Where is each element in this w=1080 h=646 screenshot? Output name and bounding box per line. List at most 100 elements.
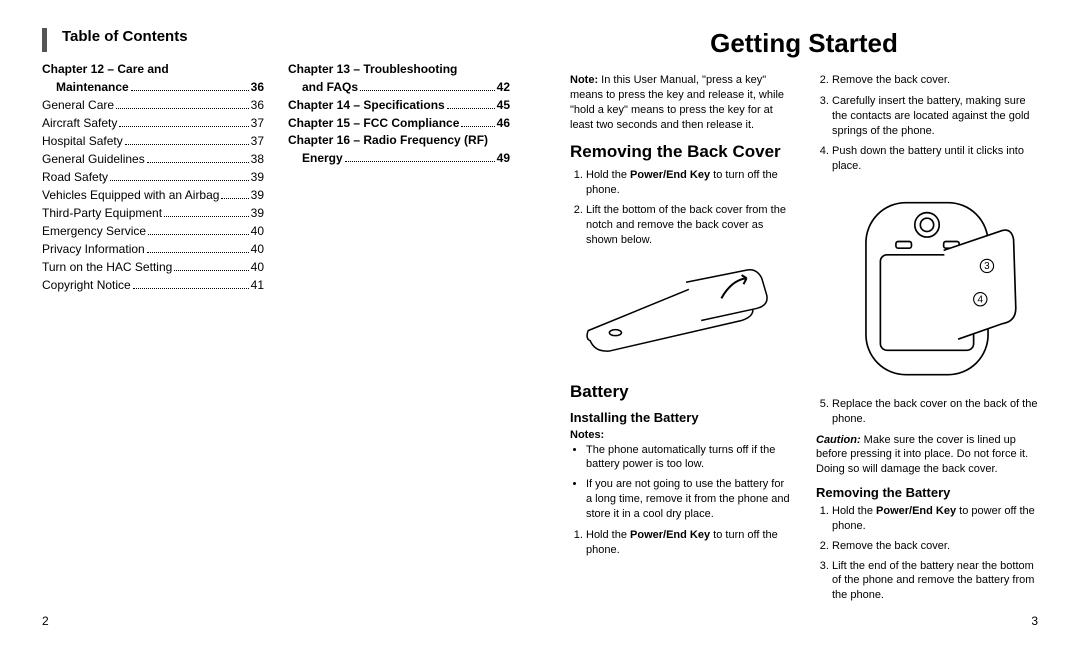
remove-battery-steps: Hold the Power/End Key to power off the …	[816, 504, 1038, 603]
toc-page: 36	[251, 96, 264, 114]
list-item: Hold the Power/End Key to power off the …	[832, 504, 1038, 534]
toc-page: 45	[497, 96, 510, 114]
removing-back-cover-heading: Removing the Back Cover	[570, 142, 792, 162]
toc-entry: Road Safety39	[42, 168, 264, 186]
caution-label: Caution:	[816, 434, 861, 446]
page-number-right: 3	[1031, 614, 1038, 628]
toc-label: Privacy Information	[42, 240, 145, 258]
install-step-5: Replace the back cover on the back of th…	[816, 397, 1038, 427]
toc-entry: Third-Party Equipment 39	[42, 204, 264, 222]
toc-page: 37	[251, 132, 264, 150]
list-item: Carefully insert the battery, making sur…	[832, 94, 1038, 139]
install-steps-col1: Hold the Power/End Key to turn off the p…	[570, 528, 792, 558]
toc-label: Hospital Safety	[42, 132, 123, 150]
toc-chapter-head: Chapter 16 – Radio Frequency (RF)	[288, 132, 510, 149]
svg-text:4: 4	[978, 295, 984, 306]
toc-entry: Turn on the HAC Setting 40	[42, 258, 264, 276]
note-paragraph: Note: In this User Manual, "press a key"…	[570, 73, 792, 132]
toc-entry: Energy 49	[288, 149, 510, 167]
toc-accent-bar	[42, 28, 47, 52]
toc-dots	[133, 288, 249, 289]
toc-chapter-12-line2: Maintenance 36	[42, 78, 264, 96]
toc-label: Emergency Service	[42, 222, 146, 240]
toc-entry: Chapter 15 – FCC Compliance 46	[288, 114, 510, 132]
toc-label: Energy	[302, 149, 343, 167]
toc-dots	[147, 162, 249, 163]
toc-page: 49	[497, 149, 510, 167]
list-item: Remove the back cover.	[832, 73, 1038, 88]
list-item: Lift the end of the battery near the bot…	[832, 559, 1038, 604]
toc-label: Road Safety	[42, 168, 108, 186]
page3-columns: Note: In this User Manual, "press a key"…	[570, 73, 1038, 609]
toc-entry: Copyright Notice 41	[42, 276, 264, 294]
toc-page: 46	[497, 114, 510, 132]
toc-page: 39	[251, 186, 264, 204]
toc-label: Chapter 14 – Specifications	[288, 96, 445, 114]
toc-dots	[164, 216, 249, 217]
svg-text:3: 3	[984, 261, 990, 272]
list-item: The phone automatically turns off if the…	[586, 443, 792, 473]
toc-entry: and FAQs 42	[288, 78, 510, 96]
toc-entry: Vehicles Equipped with an Airbag39	[42, 186, 264, 204]
toc-page: 39	[251, 204, 264, 222]
battery-install-illustration: 3 4	[816, 186, 1038, 386]
toc-page: 40	[251, 222, 264, 240]
list-item: Push down the battery until it clicks in…	[832, 144, 1038, 174]
toc-label: General Care	[42, 96, 114, 114]
toc-entry: Privacy Information 40	[42, 240, 264, 258]
toc-page: 36	[251, 78, 264, 96]
page3-col-2: Remove the back cover. Carefully insert …	[816, 73, 1038, 609]
toc-label: Aircraft Safety	[42, 114, 117, 132]
page-2: Table of Contents Chapter 12 – Care and …	[0, 0, 540, 646]
toc-label: Third-Party Equipment	[42, 204, 162, 222]
list-item: If you are not going to use the battery …	[586, 477, 792, 522]
toc-entry: General Care 36	[42, 96, 264, 114]
list-item: Remove the back cover.	[832, 539, 1038, 554]
install-notes-list: The phone automatically turns off if the…	[570, 443, 792, 522]
list-item: Hold the Power/End Key to turn off the p…	[586, 528, 792, 558]
toc-dots	[461, 126, 494, 127]
list-item: Replace the back cover on the back of th…	[832, 397, 1038, 427]
toc-label: Chapter 15 – FCC Compliance	[288, 114, 459, 132]
toc-dots	[174, 270, 248, 271]
toc-chapter-12-line1: Chapter 12 – Care and	[42, 61, 264, 78]
toc-page: 42	[497, 78, 510, 96]
notes-label: Notes:	[570, 429, 792, 441]
toc-col-1: Chapter 12 – Care and Maintenance 36 Gen…	[42, 61, 264, 294]
toc-page: 38	[251, 150, 264, 168]
page-number-left: 2	[42, 614, 49, 628]
toc-label: Turn on the HAC Setting	[42, 258, 172, 276]
toc-chapter-head: Chapter 13 – Troubleshooting	[288, 61, 510, 78]
page-3: Getting Started Note: In this User Manua…	[540, 0, 1080, 646]
toc-label: General Guidelines	[42, 150, 145, 168]
toc-page: 40	[251, 240, 264, 258]
install-steps-col2: Remove the back cover. Carefully insert …	[816, 73, 1038, 174]
toc-dots	[345, 161, 495, 162]
list-item: Hold the Power/End Key to turn off the p…	[586, 168, 792, 198]
getting-started-heading: Getting Started	[570, 28, 1038, 59]
toc-dots	[116, 108, 249, 109]
toc-label: and FAQs	[302, 78, 358, 96]
toc-dots	[148, 234, 249, 235]
toc-col-2: Chapter 13 – Troubleshootingand FAQs 42 Ch…	[288, 61, 510, 294]
toc-entry: General Guidelines 38	[42, 150, 264, 168]
removing-battery-heading: Removing the Battery	[816, 485, 1038, 500]
toc-dots	[447, 108, 495, 109]
toc-dots	[147, 252, 249, 253]
toc-label: Copyright Notice	[42, 276, 131, 294]
toc-page: 41	[251, 276, 264, 294]
toc-dots	[125, 144, 249, 145]
toc-dots	[360, 90, 495, 91]
toc-entry: Hospital Safety 37	[42, 132, 264, 150]
toc-page: 40	[251, 258, 264, 276]
toc-dots	[131, 90, 249, 91]
back-cover-illustration	[570, 260, 792, 361]
toc-title: Table of Contents	[62, 28, 510, 45]
note-body: In this User Manual, "press a key" means…	[570, 74, 784, 131]
toc-dots	[119, 126, 248, 127]
list-item: Lift the bottom of the back cover from t…	[586, 203, 792, 248]
note-label: Note:	[570, 74, 598, 86]
toc-entry: Emergency Service 40	[42, 222, 264, 240]
installing-battery-heading: Installing the Battery	[570, 410, 792, 425]
caution-paragraph: Caution: Make sure the cover is lined up…	[816, 433, 1038, 478]
